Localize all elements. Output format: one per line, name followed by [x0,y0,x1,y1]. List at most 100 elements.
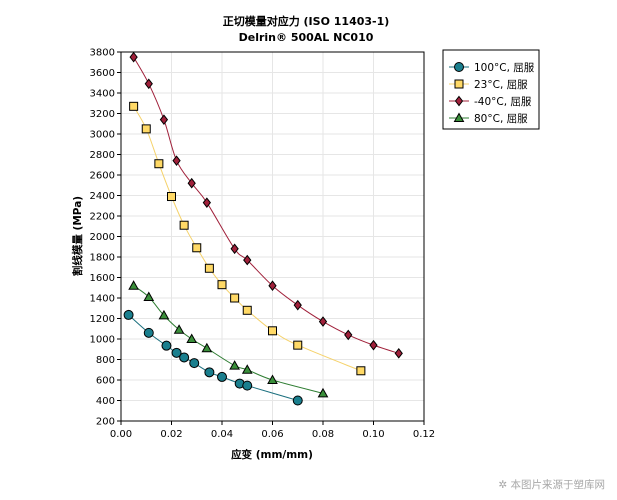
data-point [369,339,378,351]
x-tick-label: 0.02 [160,429,182,440]
gear-icon: ✲ [498,479,508,491]
data-point [229,360,240,370]
x-tick-label: 0.00 [110,429,132,440]
data-point [230,243,239,255]
data-point [217,280,227,290]
chart-title: 正切模量对应力 (ISO 11403-1) [223,14,390,28]
legend-marker [454,79,464,89]
series-line [133,285,324,394]
legend-item: -40°C, 屈服 [449,95,532,108]
data-point [201,342,213,353]
data-point [241,364,253,374]
x-tick-label: 0.06 [261,429,283,440]
grid [120,51,425,422]
legend-marker [454,95,464,107]
y-tick-label: 600 [96,376,115,387]
series-line [133,56,399,354]
y-tick-label: 3200 [90,109,115,120]
y-tick-label: 3600 [90,68,115,79]
data-point [158,309,170,320]
data-point [167,192,176,202]
data-point [268,280,277,292]
watermark-text: 本图片来源于塑库网 [510,479,606,491]
y-tick-label: 3400 [90,89,115,100]
data-point [293,340,303,350]
y-tick-label: 3800 [90,48,115,59]
data-point [129,101,139,111]
data-point [189,358,200,369]
legend-item: 100°C, 屈服 [449,62,535,74]
data-point [356,366,366,376]
series-diamond [129,51,403,359]
y-tick-label: 1200 [90,314,115,325]
x-tick-label: 0.10 [362,429,384,440]
series-triangle [128,280,329,398]
y-tick-label: 2600 [90,171,115,182]
data-point [161,340,172,351]
data-point [293,299,302,311]
x-tick-label: 0.08 [312,429,334,440]
x-tick-label: 0.04 [211,429,233,440]
legend-label: 80°C, 屈服 [474,113,528,125]
data-point [179,220,189,230]
data-point [172,155,181,166]
data-point [268,326,277,336]
data-point [217,371,227,382]
series-circle [123,309,303,406]
legend-marker [453,112,465,122]
data-point [202,197,211,208]
data-point [344,329,353,341]
data-point [317,387,329,398]
data-point [143,291,155,301]
data-point [242,305,252,315]
data-point [192,243,202,253]
data-point [230,293,240,303]
y-tick-label: 1000 [90,335,115,346]
data-point [128,280,139,290]
watermark: ✲ 本图片来源于塑库网 [498,477,605,492]
data-point [144,78,153,90]
data-point [143,327,154,338]
chart-subtitle: Delrin® 500AL NC010 [239,31,374,44]
y-tick-label: 2000 [90,232,115,243]
data-point [154,159,164,169]
data-point [123,309,134,320]
y-tick-label: 400 [96,396,115,407]
y-axis-label: 割线模量 (MPa) [71,196,84,276]
data-point [394,348,403,359]
legend-item: 80°C, 屈服 [449,112,528,125]
data-point [129,51,138,63]
data-point [187,177,196,189]
y-tick-label: 2800 [90,150,115,161]
y-tick-label: 200 [96,417,115,428]
y-tick-label: 1400 [90,294,115,305]
legend-item: 23°C, 屈服 [449,79,528,91]
data-point [141,124,151,134]
data-point [171,347,182,358]
legend-label: -40°C, 屈服 [474,96,532,108]
data-point [186,333,198,343]
data-point [159,114,169,125]
data-point [179,352,190,363]
axis-ticks: 200 400 600 800 1000 1200 1400 1600 1800 2000 2200… [90,48,436,441]
legend-label: 100°C, 屈服 [474,62,535,74]
data-point [243,254,252,266]
x-axis-label: 应变 (mm/mm) [231,448,313,461]
data-point [173,324,185,334]
y-tick-label: 3000 [90,130,115,141]
data-point [204,367,215,378]
data-series [123,51,403,406]
data-point [292,395,303,406]
series-line [133,106,362,372]
series-square [129,101,366,376]
y-tick-label: 2400 [90,191,115,202]
y-tick-label: 800 [96,355,115,366]
y-tick-label: 1600 [90,273,115,284]
legend-label: 23°C, 屈服 [474,79,528,91]
y-tick-label: 1800 [90,253,115,264]
data-point [242,380,253,391]
data-point [267,374,278,384]
data-point [318,316,328,327]
legend: 100°C, 屈服 23°C, 屈服 -40°C, 屈服 80°C, 屈服 [442,49,540,130]
